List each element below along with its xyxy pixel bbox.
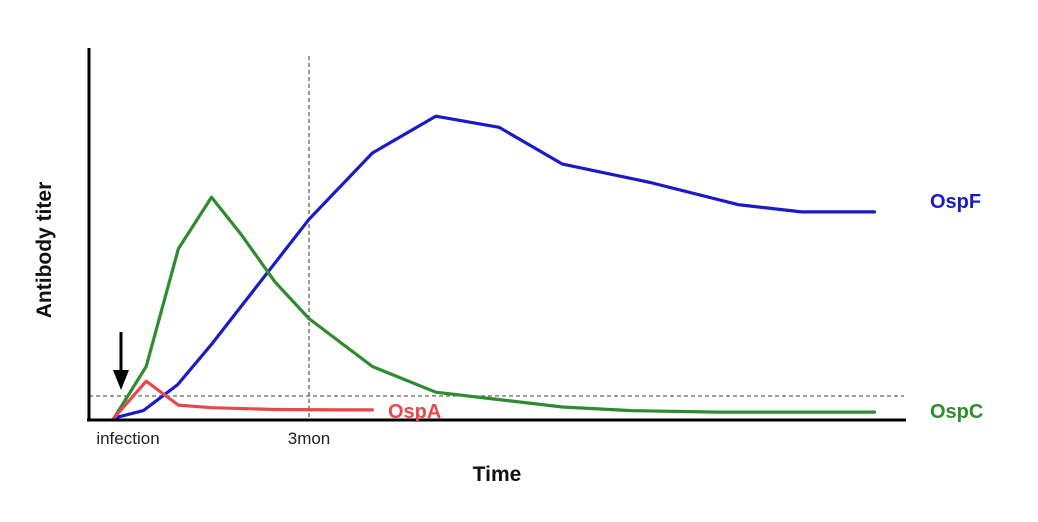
infection-arrow-icon [113,332,129,390]
series-label-ospa: OspA [388,401,441,423]
x-axis-title: Time [473,463,522,486]
y-axis-title: Antibody titer [33,182,56,319]
series-label-ospc: OspC [930,401,983,423]
x-tick-label-infection: infection [96,429,159,448]
series-line-ospc [112,195,877,420]
x-tick-label-3mon: 3mon [288,429,331,448]
series-layer [112,114,877,420]
series-line-ospf [112,114,877,420]
series-label-ospf: OspF [930,191,981,213]
series-line-ospa [112,379,374,420]
